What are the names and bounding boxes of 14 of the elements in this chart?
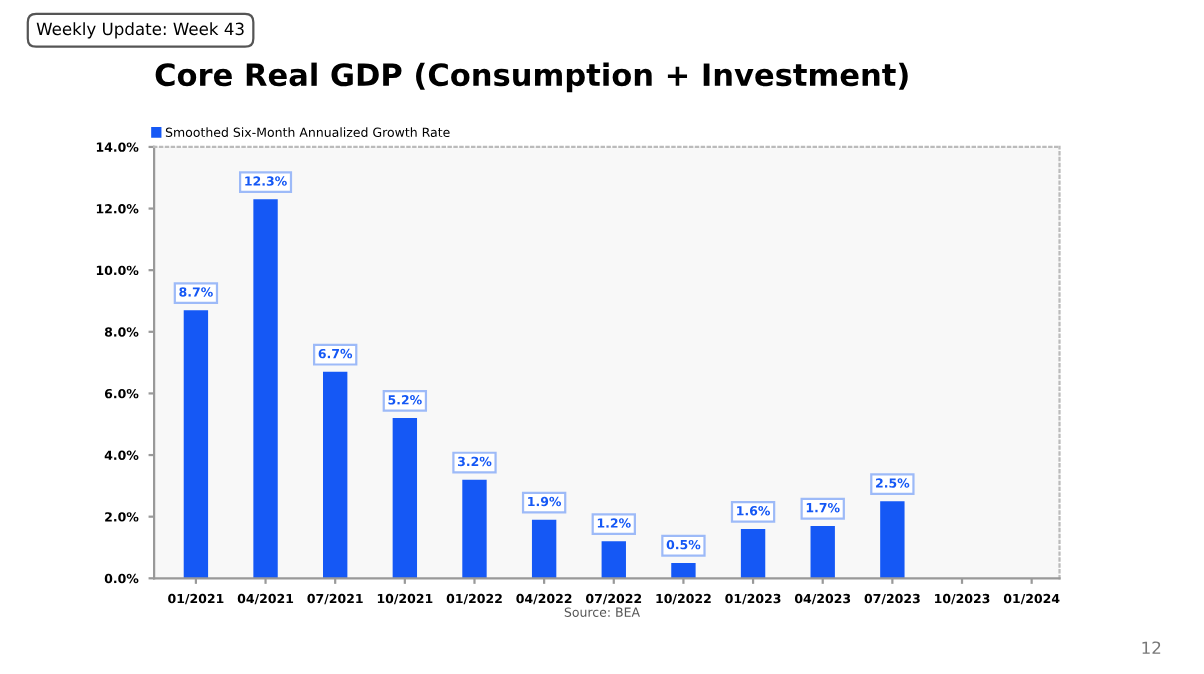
text: 12 <box>1142 641 1161 654</box>
text: Weekly Update: Week 43 <box>36 22 244 39</box>
bar <box>810 525 835 579</box>
bar <box>392 418 418 579</box>
bar <box>183 310 209 579</box>
bar <box>601 541 626 579</box>
chart-title: Core Real GDP (Consumption + Investment) <box>155 62 908 93</box>
bar <box>740 528 766 579</box>
bar <box>253 199 278 579</box>
bar <box>531 519 557 579</box>
bar <box>671 562 696 579</box>
bar <box>462 479 487 579</box>
bar <box>323 371 348 579</box>
bar <box>880 501 905 579</box>
